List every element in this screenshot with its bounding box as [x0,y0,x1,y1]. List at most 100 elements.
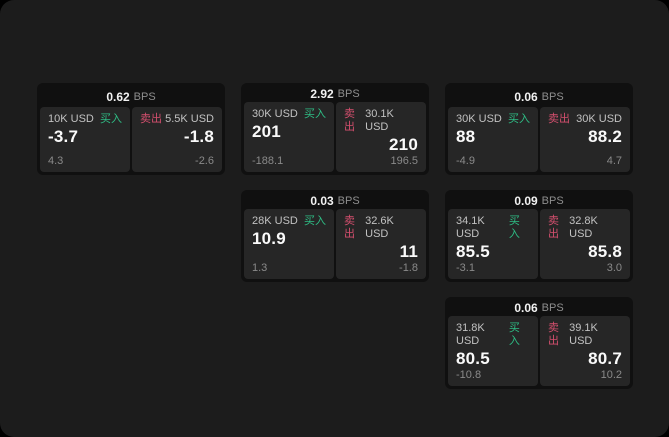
sell-panel-top: 卖出 5.5K USD [140,113,214,126]
buy-button[interactable]: 买入 [508,215,520,240]
card-body: 10K USD 买入 -3.7 4.3 卖出 5.5K USD -1.8 -2.… [40,107,222,172]
sell-price: -1.8 [183,127,214,146]
sell-button[interactable]: 卖出 [548,215,559,240]
bps-unit-label: BPS [541,90,564,103]
spread-value: 0.06 [514,301,538,315]
spread-header: 0.06 BPS [448,86,630,107]
sell-delta: 3.0 [606,262,622,274]
buy-panel[interactable]: 10K USD 买入 -3.7 4.3 [40,107,130,172]
quote-card: 0.06 BPS 30K USD 买入 88 -4.9 卖出 30K USD 8… [445,83,633,175]
spread-header: 2.92 BPS [244,86,426,102]
quote-card: 0.03 BPS 28K USD 买入 10.9 1.3 卖出 32.6K US… [241,190,429,282]
buy-price: 10.9 [252,229,286,248]
sell-panel[interactable]: 卖出 39.1K USD 80.7 10.2 [540,316,630,386]
buy-panel-top: 30K USD 买入 [252,108,326,121]
sell-button[interactable]: 卖出 [344,215,355,240]
sell-panel[interactable]: 卖出 30.1K USD 210 196.5 [336,102,426,172]
buy-price: 85.5 [456,242,490,261]
buy-panel-top: 30K USD 买入 [456,113,530,126]
buy-delta: -4.9 [456,155,475,167]
buy-amount: 30K USD [252,108,298,120]
buy-amount: 28K USD [252,215,298,227]
sell-delta: 10.2 [600,369,622,381]
spread-value: 0.09 [514,194,538,208]
buy-panel-top: 10K USD 买入 [48,113,122,126]
buy-delta: -3.1 [456,262,475,274]
sell-button[interactable]: 卖出 [548,322,559,347]
buy-price: 201 [252,122,281,141]
spread-value: 0.06 [514,89,538,104]
buy-button[interactable]: 买入 [508,113,530,125]
buy-delta: -10.8 [456,369,482,381]
buy-amount: 30K USD [456,113,502,125]
buy-button[interactable]: 买入 [304,215,326,227]
buy-price: 80.5 [456,349,490,368]
sell-button[interactable]: 卖出 [548,113,570,125]
spread-value: 0.03 [310,194,334,208]
sell-price: 85.8 [588,242,622,261]
sell-panel[interactable]: 卖出 32.8K USD 85.8 3.0 [540,209,630,279]
buy-button[interactable]: 买入 [100,113,122,125]
sell-button[interactable]: 卖出 [140,113,162,125]
buy-panel[interactable]: 31.8K USD 买入 80.5 -10.8 [448,316,538,386]
sell-panel[interactable]: 卖出 32.6K USD 11 -1.8 [336,209,426,279]
spread-header: 0.09 BPS [448,193,630,209]
buy-amount: 34.1K USD [456,215,485,240]
card-body: 34.1K USD 买入 85.5 -3.1 卖出 32.8K USD 85.8… [448,209,630,279]
card-body: 31.8K USD 买入 80.5 -10.8 卖出 39.1K USD 80.… [448,316,630,386]
sell-button[interactable]: 卖出 [344,108,355,133]
buy-panel[interactable]: 28K USD 买入 10.9 1.3 [244,209,334,279]
buy-amount: 31.8K USD [456,322,485,347]
card-body: 30K USD 买入 88 -4.9 卖出 30K USD 88.2 4.7 [448,107,630,172]
cards-grid: 0.62 BPS 10K USD 买入 -3.7 4.3 卖出 5.5K USD… [37,83,633,389]
buy-button[interactable]: 买入 [304,108,326,120]
quote-card: 0.06 BPS 31.8K USD 买入 80.5 -10.8 卖出 39.1… [445,297,633,389]
quote-card: 2.92 BPS 30K USD 买入 201 -188.1 卖出 30.1K … [241,83,429,175]
quote-card: 0.09 BPS 34.1K USD 买入 85.5 -3.1 卖出 32.8K… [445,190,633,282]
sell-delta: 196.5 [390,155,418,167]
sell-amount: 30K USD [576,113,622,125]
buy-price: 88 [456,127,476,146]
sell-panel[interactable]: 卖出 5.5K USD -1.8 -2.6 [132,107,222,172]
buy-button[interactable]: 买入 [508,322,520,347]
sell-amount: 32.6K USD [365,215,394,240]
sell-price: 11 [399,242,418,261]
sell-panel[interactable]: 卖出 30K USD 88.2 4.7 [540,107,630,172]
bps-unit-label: BPS [337,195,360,207]
spread-value: 0.62 [106,89,130,104]
sell-delta: 4.7 [606,155,622,167]
buy-delta: 1.3 [252,262,268,274]
bps-unit-label: BPS [133,90,156,103]
sell-panel-top: 卖出 32.8K USD [548,215,622,241]
buy-panel[interactable]: 30K USD 买入 88 -4.9 [448,107,538,172]
card-body: 28K USD 买入 10.9 1.3 卖出 32.6K USD 11 -1.8 [244,209,426,279]
buy-panel[interactable]: 30K USD 买入 201 -188.1 [244,102,334,172]
bps-unit-label: BPS [541,302,564,314]
spread-header: 0.62 BPS [40,86,222,107]
sell-amount: 5.5K USD [165,113,214,125]
buy-delta: 4.3 [48,155,64,167]
buy-price: -3.7 [48,127,79,146]
buy-panel-top: 31.8K USD 买入 [456,322,530,348]
bps-unit-label: BPS [337,88,360,100]
sell-delta: -1.8 [399,262,418,274]
bps-unit-label: BPS [541,195,564,207]
sell-panel-top: 卖出 30.1K USD [344,108,418,134]
buy-amount: 10K USD [48,113,94,125]
sell-panel-top: 卖出 32.6K USD [344,215,418,241]
sell-amount: 30.1K USD [365,108,394,133]
quote-card: 0.62 BPS 10K USD 买入 -3.7 4.3 卖出 5.5K USD… [37,83,225,175]
spread-value: 2.92 [310,87,334,101]
spread-header: 0.03 BPS [244,193,426,209]
sell-price: 210 [389,135,418,154]
sell-price: 80.7 [588,349,622,368]
sell-panel-top: 卖出 39.1K USD [548,322,622,348]
sell-amount: 32.8K USD [569,215,598,240]
buy-panel[interactable]: 34.1K USD 买入 85.5 -3.1 [448,209,538,279]
sell-delta: -2.6 [195,155,214,167]
sell-panel-top: 卖出 30K USD [548,113,622,126]
buy-panel-top: 28K USD 买入 [252,215,326,228]
buy-panel-top: 34.1K USD 买入 [456,215,530,241]
sell-price: 88.2 [588,127,622,146]
